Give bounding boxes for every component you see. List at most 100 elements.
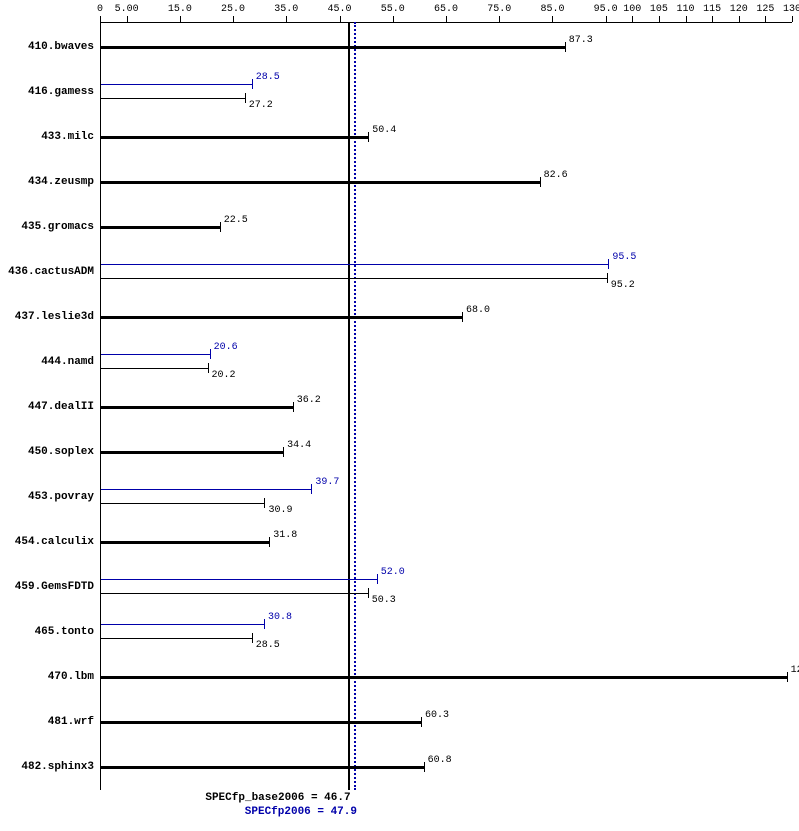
row-start-cap: [100, 177, 101, 187]
base-cap: [245, 93, 246, 103]
base-value-label: 50.4: [372, 125, 396, 136]
row-start-cap: [100, 312, 101, 322]
x-axis-tick: [792, 16, 793, 22]
row-start-cap: [100, 484, 101, 508]
x-axis-tick-label: 105: [650, 4, 668, 15]
x-axis-tick-label: 5.00: [115, 4, 139, 15]
reference-line-label: SPECfp_base2006 = 46.7: [205, 792, 350, 804]
base-bar: [100, 181, 540, 184]
peak-cap: [608, 259, 609, 269]
base-cap: [368, 132, 369, 142]
base-cap: [368, 588, 369, 598]
base-bar-thin: [100, 503, 264, 504]
base-bar: [100, 226, 220, 229]
base-value-label: 68.0: [466, 305, 490, 316]
base-value-label: 27.2: [249, 100, 273, 111]
base-bar: [100, 316, 462, 319]
x-axis-tick-label: 120: [730, 4, 748, 15]
benchmark-label: 482.sphinx3: [4, 761, 94, 773]
base-bar-thin: [100, 638, 252, 639]
peak-value-label: 28.5: [256, 72, 280, 83]
x-axis-tick: [606, 16, 607, 22]
x-axis-tick-label: 25.0: [221, 4, 245, 15]
benchmark-label: 470.lbm: [4, 671, 94, 683]
row-start-cap: [100, 402, 101, 412]
benchmark-label: 433.milc: [4, 131, 94, 143]
base-cap: [540, 177, 541, 187]
base-value-label: 31.8: [273, 530, 297, 541]
peak-bar: [100, 84, 252, 85]
x-axis-tick-label: 15.0: [168, 4, 192, 15]
base-bar-thin: [100, 368, 208, 369]
x-axis-tick: [393, 16, 394, 22]
base-bar: [100, 451, 283, 454]
x-axis-tick-label: 75.0: [487, 4, 511, 15]
peak-value-label: 95.5: [612, 252, 636, 263]
benchmark-label: 436.cactusADM: [4, 266, 94, 278]
benchmark-label: 450.soplex: [4, 446, 94, 458]
benchmark-label: 465.tonto: [4, 626, 94, 638]
benchmark-label: 459.GemsFDTD: [4, 581, 94, 593]
base-bar: [100, 766, 424, 769]
row-start-cap: [100, 717, 101, 727]
peak-bar: [100, 489, 311, 490]
row-start-cap: [100, 619, 101, 643]
x-axis-tick: [765, 16, 766, 22]
peak-cap: [377, 574, 378, 584]
peak-cap: [210, 349, 211, 359]
base-value-label: 129: [791, 665, 799, 676]
base-cap: [283, 447, 284, 457]
peak-bar: [100, 264, 608, 265]
x-axis-tick-label: 130: [783, 4, 799, 15]
base-value-label: 95.2: [611, 280, 635, 291]
base-cap: [424, 762, 425, 772]
base-cap: [607, 273, 608, 283]
peak-bar: [100, 354, 210, 355]
row-start-cap: [100, 762, 101, 772]
base-cap: [220, 222, 221, 232]
base-cap: [293, 402, 294, 412]
x-axis-tick: [340, 16, 341, 22]
row-start-cap: [100, 259, 101, 283]
base-cap: [787, 672, 788, 682]
base-value-label: 20.2: [212, 370, 236, 381]
x-axis-tick-label: 110: [677, 4, 695, 15]
benchmark-label: 447.dealII: [4, 401, 94, 413]
peak-cap: [264, 619, 265, 629]
benchmark-label: 416.gamess: [4, 86, 94, 98]
base-cap: [421, 717, 422, 727]
x-axis-tick: [739, 16, 740, 22]
peak-value-label: 20.6: [214, 342, 238, 353]
peak-value-label: 52.0: [381, 567, 405, 578]
base-cap: [269, 537, 270, 547]
base-value-label: 82.6: [544, 170, 568, 181]
x-axis-tick: [552, 16, 553, 22]
benchmark-label: 434.zeusmp: [4, 176, 94, 188]
x-axis-tick-label: 115: [703, 4, 721, 15]
base-bar: [100, 721, 421, 724]
x-axis-tick-label: 35.0: [274, 4, 298, 15]
row-start-cap: [100, 447, 101, 457]
benchmark-label: 444.namd: [4, 356, 94, 368]
x-axis-tick-label: 65.0: [434, 4, 458, 15]
reference-line-label: SPECfp2006 = 47.9: [245, 806, 357, 818]
base-bar: [100, 406, 293, 409]
base-cap: [264, 498, 265, 508]
base-bar: [100, 136, 368, 139]
base-bar: [100, 46, 565, 49]
x-axis-tick: [659, 16, 660, 22]
base-cap: [252, 633, 253, 643]
base-cap: [565, 42, 566, 52]
row-start-cap: [100, 132, 101, 142]
x-axis-tick: [632, 16, 633, 22]
row-start-cap: [100, 79, 101, 103]
benchmark-label: 410.bwaves: [4, 41, 94, 53]
benchmark-label: 453.povray: [4, 491, 94, 503]
benchmark-label: 454.calculix: [4, 536, 94, 548]
row-start-cap: [100, 42, 101, 52]
base-value-label: 60.8: [428, 755, 452, 766]
x-axis-tick-label: 100: [623, 4, 641, 15]
base-bar: [100, 676, 787, 679]
x-axis-tick: [127, 16, 128, 22]
row-start-cap: [100, 574, 101, 598]
